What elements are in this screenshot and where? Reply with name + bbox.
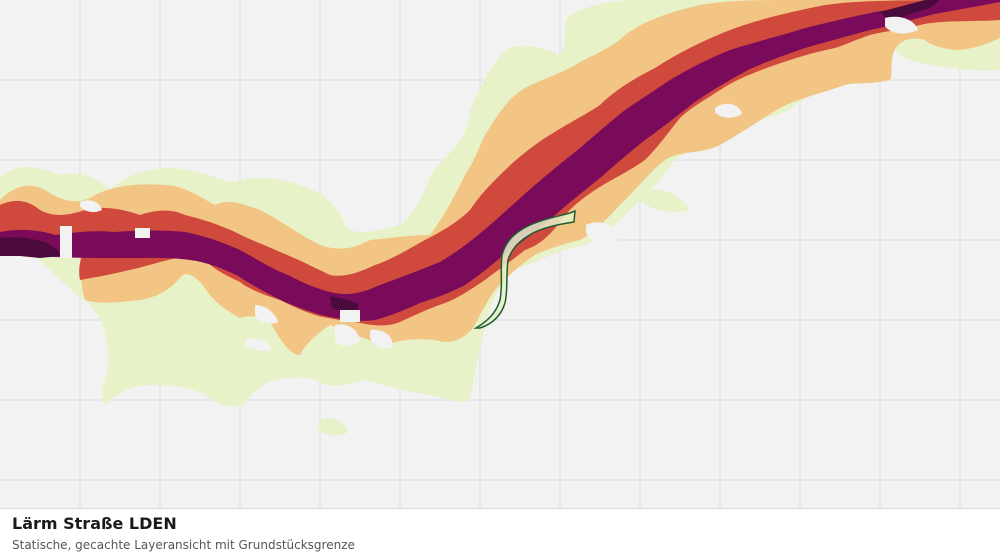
map-caption: Lärm Straße LDEN Statische, gecachte Lay… [0,508,1000,560]
caption-subtitle: Statische, gecachte Layeransicht mit Gru… [12,538,355,552]
caption-title: Lärm Straße LDEN [12,514,177,533]
noise-band-high [0,0,1000,321]
map-cutouts [60,16,918,351]
noise-band-mid [0,0,1000,326]
noise-map-canvas [0,0,1000,508]
property-boundary[interactable] [473,209,576,329]
noise-band-highest [0,0,940,312]
noise-map[interactable] [0,0,1000,508]
